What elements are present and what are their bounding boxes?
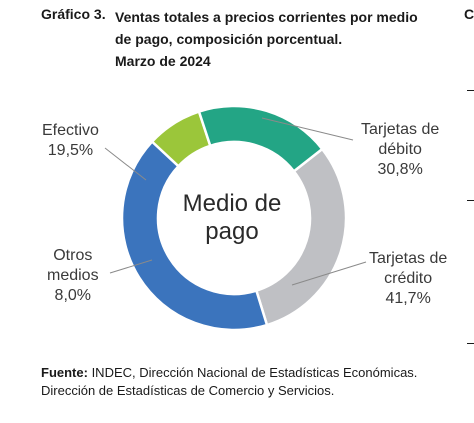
center-label-line-1: Medio de xyxy=(182,190,282,217)
adjacent-figure-letter: C xyxy=(464,6,474,22)
adjacent-figure-rule xyxy=(467,90,474,91)
slice-credit xyxy=(120,139,269,332)
slice-label-debit-line-1: Tarjetas de xyxy=(361,121,440,138)
center-label-line-2: pago xyxy=(205,218,259,245)
adjacent-figure-rule xyxy=(467,200,474,201)
leader-lines xyxy=(104,117,367,286)
donut-slices xyxy=(120,104,348,332)
slice-value-cash: 19,5% xyxy=(47,142,94,159)
slice-label-credit-line-2: crédito xyxy=(384,270,433,287)
chart-title-line-2: de pago, composición porcentual. xyxy=(115,31,343,47)
leader-credit xyxy=(291,261,367,286)
slice-label-cash: Efectivo 19,5% xyxy=(42,121,99,161)
slice-label-credit-line-1: Tarjetas de xyxy=(369,250,448,267)
slice-cash xyxy=(197,104,325,173)
chart-title-line-1: Ventas totales a precios corrientes por … xyxy=(115,9,418,25)
slice-label-other-line-2: medios xyxy=(47,267,99,284)
source-line-1: Fuente: INDEC, Dirección Nacional de Est… xyxy=(41,364,417,382)
chart-source: Fuente: INDEC, Dirección Nacional de Est… xyxy=(41,364,417,400)
slice-label-debit-line-2: débito xyxy=(378,141,422,158)
slice-label-other-line-1: Otros xyxy=(53,247,93,264)
source-label: Fuente: xyxy=(41,365,88,380)
slice-value-other: 8,0% xyxy=(54,287,92,304)
chart-title-line-3: Marzo de 2024 xyxy=(115,53,211,69)
donut-center-label: Medio de pago xyxy=(162,190,302,246)
leader-debit xyxy=(261,117,354,141)
figure-number: Gráfico 3. xyxy=(41,6,106,22)
slice-label-credit: Tarjetas de crédito 41,7% xyxy=(369,249,447,309)
slice-label-debit: Tarjetas de débito 30,8% xyxy=(361,120,439,180)
adjacent-figure-rule xyxy=(467,343,474,344)
slice-value-credit: 41,7% xyxy=(385,290,431,307)
slice-value-debit: 30,8% xyxy=(377,161,423,178)
chart-title: Ventas totales a precios corrientes por … xyxy=(115,6,455,72)
leader-other xyxy=(109,259,153,274)
slice-label-cash-line-1: Efectivo xyxy=(42,122,99,139)
source-line-2: Dirección de Estadísticas de Comercio y … xyxy=(41,383,335,398)
source-text-1: INDEC, Dirección Nacional de Estadística… xyxy=(87,365,418,380)
leader-cash xyxy=(104,147,147,181)
slice-label-other: Otros medios 8,0% xyxy=(47,246,99,306)
